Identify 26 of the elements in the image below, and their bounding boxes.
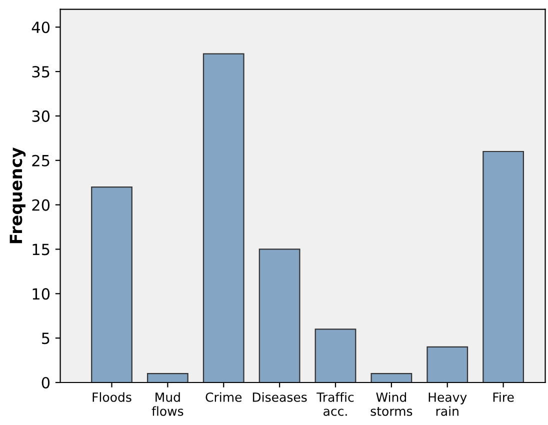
bar — [146, 373, 188, 382]
y-axis-title: Frequency — [10, 147, 26, 244]
bar — [202, 53, 244, 382]
y-tick-label: 15 — [32, 244, 50, 256]
y-tick-label: 30 — [32, 110, 50, 122]
y-tick-label: 5 — [42, 332, 50, 344]
x-tick-label: Wind storms — [370, 392, 412, 416]
bar — [482, 150, 524, 382]
x-tick-label: Crime — [206, 392, 242, 402]
y-tick-label: 25 — [32, 154, 50, 166]
y-tick-label: 40 — [32, 22, 50, 34]
bar — [258, 248, 300, 382]
x-tick-label: Traffic acc. — [316, 392, 354, 416]
bar — [91, 186, 132, 382]
y-tick-label: 10 — [32, 288, 50, 300]
x-tick-label: Mud flows — [152, 392, 184, 416]
x-tick-label: Floods — [92, 392, 132, 402]
x-tick-label: Fire — [493, 392, 514, 402]
bar — [370, 373, 412, 382]
x-tick-label: Heavy rain — [428, 392, 467, 416]
y-tick-label: 0 — [42, 376, 50, 389]
y-tick-label: 35 — [32, 66, 50, 78]
bar — [314, 328, 356, 382]
y-tick-label: 20 — [32, 199, 50, 211]
bar — [426, 346, 468, 382]
x-tick-label: Diseases — [252, 392, 307, 402]
